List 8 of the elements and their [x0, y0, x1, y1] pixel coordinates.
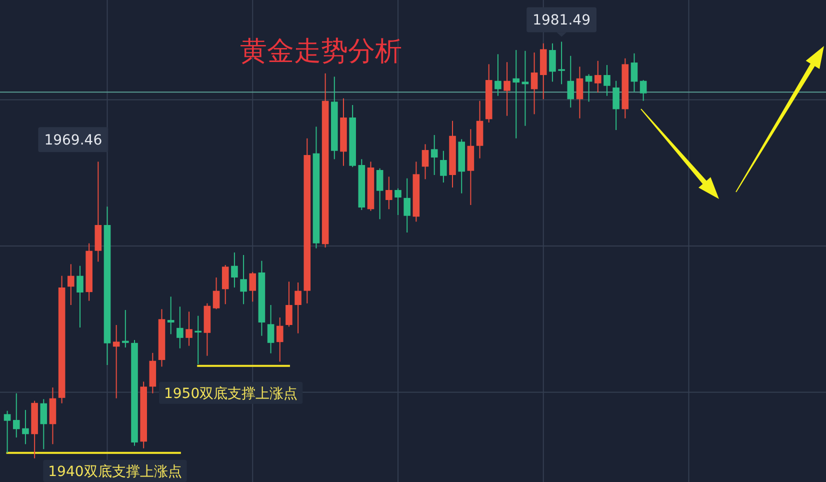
annotation: 1981.49: [526, 7, 596, 37]
ref-line-label: 1940双底支撑上涨点: [48, 464, 182, 480]
ref-line-label: 1950双底支撑上涨点: [159, 382, 303, 404]
ref-line-label: 1950双底支撑上涨点: [164, 386, 298, 402]
annotation: 1969.46: [38, 127, 108, 152]
ref-line-label: 1940双底支撑上涨点: [43, 460, 187, 482]
title: 黄金走势分析: [240, 36, 402, 67]
annotation: 1969.46: [44, 132, 102, 149]
